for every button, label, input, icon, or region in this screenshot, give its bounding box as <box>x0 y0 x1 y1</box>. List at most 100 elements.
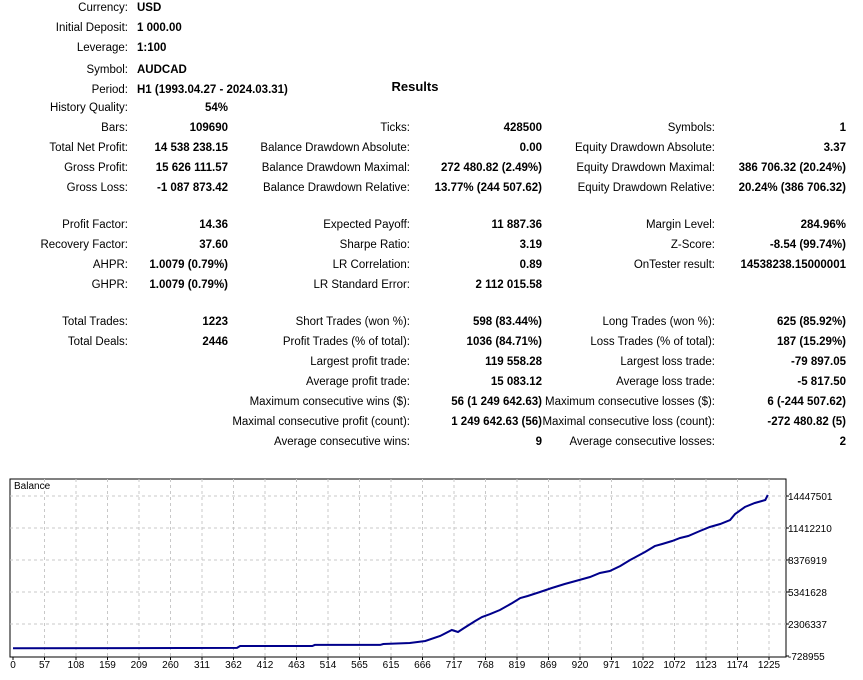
x-tick-label: 463 <box>288 660 305 671</box>
x-tick-label: 615 <box>383 660 400 671</box>
stat-value: 119 558.28 <box>485 356 542 368</box>
stat-label: Balance Drawdown Absolute: <box>260 142 410 154</box>
stat-label: Expected Payoff: <box>323 219 410 231</box>
setting-value: 1:100 <box>137 42 167 54</box>
stat-value: 54% <box>204 102 228 114</box>
stat-value: 14538238.15000001 <box>740 259 846 271</box>
stat-label: AHPR: <box>92 259 128 271</box>
setting-label: Currency: <box>78 2 128 14</box>
stat-value: 56 (1 249 642.63) <box>451 396 542 408</box>
stat-value: 2 <box>839 436 846 448</box>
stat-value: 9 <box>535 436 542 448</box>
x-tick-label: 260 <box>162 660 179 671</box>
stat-value: 14.36 <box>199 219 228 231</box>
stat-label: Average loss trade: <box>616 376 715 388</box>
x-tick-label: 1072 <box>663 660 686 671</box>
stat-label: Total Deals: <box>67 336 128 348</box>
stat-value: 2446 <box>202 336 228 348</box>
stat-label: Short Trades (won %): <box>295 316 410 328</box>
x-tick-label: 1022 <box>632 660 655 671</box>
stat-label: Recovery Factor: <box>40 239 128 251</box>
stat-label: Balance Drawdown Maximal: <box>261 162 410 174</box>
stat-label: Margin Level: <box>645 219 715 231</box>
x-tick-label: 1123 <box>695 660 717 671</box>
stat-value: 13.77% (244 507.62) <box>434 182 542 194</box>
stat-label: Maximal consecutive profit (count): <box>232 416 410 428</box>
stat-label: Ticks: <box>380 122 410 134</box>
stat-value: 386 706.32 (20.24%) <box>738 162 846 174</box>
stat-value: 37.60 <box>199 239 228 251</box>
stat-label: GHPR: <box>91 279 128 291</box>
stat-label: Equity Drawdown Maximal: <box>576 162 715 174</box>
x-tick-label: 869 <box>540 660 557 671</box>
stat-label: History Quality: <box>50 102 128 114</box>
stat-label: Long Trades (won %): <box>602 316 715 328</box>
x-tick-label: 819 <box>509 660 526 671</box>
x-tick-label: 57 <box>39 660 51 671</box>
plot-area <box>9 478 787 658</box>
stat-value: 272 480.82 (2.49%) <box>440 162 542 174</box>
stat-value: 0.00 <box>519 142 542 154</box>
stat-value: 598 (83.44%) <box>472 316 542 328</box>
stat-value: 109690 <box>189 122 228 134</box>
stat-value: 1 249 642.63 (56) <box>451 416 542 428</box>
setting-value: H1 (1993.04.27 - 2024.03.31) <box>137 84 288 96</box>
x-tick-label: 362 <box>225 660 242 671</box>
stat-value: -5 817.50 <box>797 376 846 388</box>
chart-title: Balance <box>14 481 51 492</box>
stat-value: -79 897.05 <box>791 356 846 368</box>
stat-value: 15 626 111.57 <box>155 162 228 174</box>
stat-label: Average consecutive losses: <box>569 436 715 448</box>
stat-value: 1223 <box>202 316 228 328</box>
stat-label: Total Net Profit: <box>49 142 128 154</box>
stat-value: 428500 <box>503 122 542 134</box>
balance-line <box>12 494 769 650</box>
x-tick-label: 1225 <box>758 660 781 671</box>
x-tick-label: 0 <box>10 660 16 671</box>
stat-value: 1.0079 (0.79%) <box>149 279 228 291</box>
x-tick-label: 717 <box>446 660 463 671</box>
stat-label: Equity Drawdown Absolute: <box>575 142 715 154</box>
x-tick-label: 159 <box>99 660 116 671</box>
x-tick-label: 920 <box>572 660 589 671</box>
x-tick-label: 666 <box>414 660 431 671</box>
setting-value: 1 000.00 <box>137 22 182 34</box>
stat-label: Gross Profit: <box>64 162 128 174</box>
stat-label: Maximal consecutive loss (count): <box>542 416 715 428</box>
stat-label: Symbols: <box>667 122 715 134</box>
stat-label: OnTester result: <box>633 259 715 271</box>
stat-value: 284.96% <box>800 219 846 231</box>
y-tick-label: 5341628 <box>788 588 827 599</box>
x-tick-label: 565 <box>351 660 368 671</box>
setting-label: Period: <box>91 84 128 96</box>
stat-value: 1 <box>839 122 846 134</box>
stat-value: 6 (-244 507.62) <box>767 396 846 408</box>
stat-value: 20.24% (386 706.32) <box>738 182 846 194</box>
results-title: Results <box>391 79 439 94</box>
stat-value: 14 538 238.15 <box>154 142 228 154</box>
stat-label: Average profit trade: <box>306 376 410 388</box>
stat-label: Profit Trades (% of total): <box>282 336 410 348</box>
setting-value: AUDCAD <box>137 64 187 76</box>
stat-label: Largest profit trade: <box>310 356 410 368</box>
stat-label: Z-Score: <box>670 239 715 251</box>
x-tick-label: 209 <box>131 660 148 671</box>
stat-value: 15 083.12 <box>490 376 542 388</box>
setting-label: Symbol: <box>86 64 128 76</box>
stat-label: Maximum consecutive wins ($): <box>249 396 410 408</box>
stat-label: LR Standard Error: <box>313 279 410 291</box>
y-tick-label: -728955 <box>788 652 825 663</box>
stat-label: Profit Factor: <box>62 219 128 231</box>
stat-label: Sharpe Ratio: <box>339 239 410 251</box>
x-tick-label: 971 <box>603 660 620 671</box>
setting-label: Initial Deposit: <box>55 22 128 34</box>
stat-label: Average consecutive wins: <box>274 436 410 448</box>
y-tick-label: 2306337 <box>788 620 827 631</box>
x-tick-label: 108 <box>68 660 85 671</box>
x-tick-label: 412 <box>257 660 274 671</box>
stat-value: 11 887.36 <box>491 219 542 231</box>
stat-label: LR Correlation: <box>332 259 410 271</box>
stat-label: Bars: <box>101 122 128 134</box>
y-tick-label: 8376919 <box>788 556 827 567</box>
y-tick-label: 14447501 <box>788 492 833 503</box>
